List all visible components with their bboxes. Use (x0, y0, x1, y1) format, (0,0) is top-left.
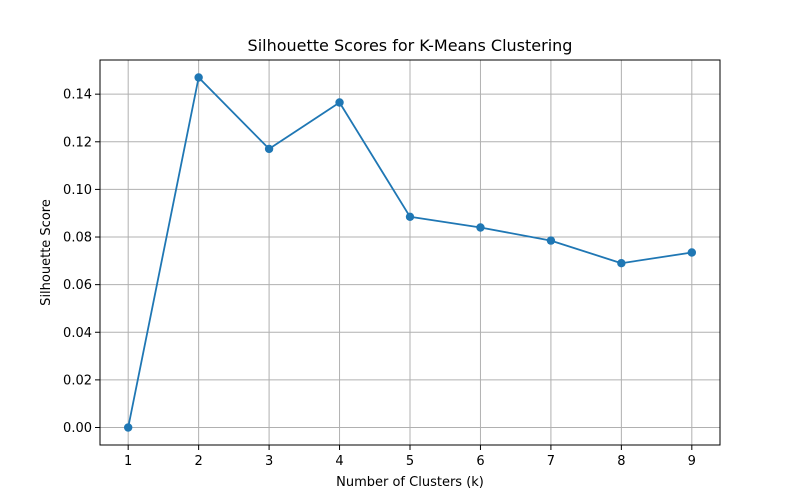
x-tick-label: 2 (194, 454, 202, 469)
y-tick-label: 0.06 (63, 278, 92, 293)
chart-title: Silhouette Scores for K-Means Clustering (248, 36, 573, 55)
data-point (405, 212, 415, 221)
x-tick-label: 6 (476, 454, 484, 469)
data-point (617, 259, 626, 268)
data-point (335, 98, 344, 107)
data-point (264, 144, 274, 154)
y-tick-label: 0.10 (63, 183, 92, 198)
data-point (687, 248, 697, 257)
data-point (123, 423, 133, 432)
grid (100, 60, 720, 445)
x-tick-label: 8 (617, 454, 625, 469)
data-point (476, 223, 485, 232)
series-layer (123, 73, 697, 432)
x-tick-label: 3 (265, 454, 273, 469)
data-point (194, 73, 203, 82)
x-tick-label: 1 (124, 454, 132, 469)
x-tick-label: 4 (335, 454, 343, 469)
y-tick-label: 0.02 (63, 373, 92, 388)
x-tick-label: 5 (406, 454, 414, 469)
y-tick-label: 0.04 (63, 326, 92, 341)
y-tick-label: 0.08 (63, 231, 92, 246)
y-tick-label: 0.14 (63, 88, 92, 103)
y-tick-label: 0.12 (63, 135, 92, 150)
x-axis-label: Number of Clusters (k) (336, 475, 484, 490)
data-point (546, 236, 556, 245)
x-tick-label: 9 (688, 454, 696, 469)
y-tick-label: 0.00 (63, 421, 92, 436)
ticks: 1 2 3 4 5 6 7 8 9 0.00 0.02 0.04 0.06 0.08 0.10 0.12 0.1… (63, 88, 696, 469)
y-axis-label: Silhouette Score (39, 199, 54, 306)
x-tick-label: 7 (547, 454, 555, 469)
